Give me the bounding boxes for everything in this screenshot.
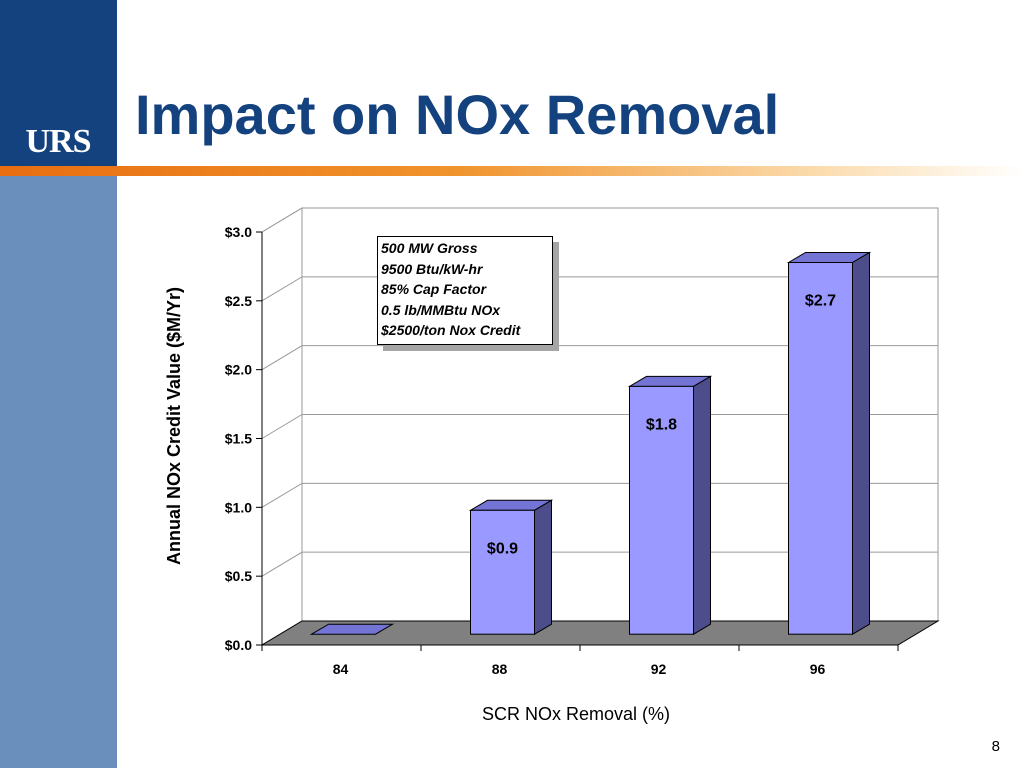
y-axis-title: Annual NOx Credit Value ($M/Yr) [164, 287, 184, 565]
y-tick-label: $0.0 [225, 637, 252, 653]
bar-front-face [788, 262, 853, 635]
data-label: $0.9 [487, 540, 518, 557]
bar [627, 375, 713, 636]
bar-front-face [629, 385, 694, 635]
chart-gridlines [261, 207, 938, 577]
bar-side-face [534, 499, 552, 636]
gridline [261, 345, 938, 371]
gridline [261, 414, 938, 439]
data-labels: $0.9 $1.8 $2.7 [487, 293, 836, 558]
slide-title: Impact on NOx Removal [135, 83, 780, 146]
gridline [261, 551, 938, 577]
x-axis-title: SCR NOx Removal (%) [482, 704, 670, 724]
bar-top-face [309, 623, 395, 635]
title-underline-rule [0, 166, 1024, 176]
bar-side-face [852, 251, 870, 636]
assumption-line: 85% Cap Factor [381, 281, 487, 297]
bar [309, 623, 395, 635]
y-tick-label: $1.0 [225, 499, 252, 515]
sidebar-bottom-band [0, 176, 117, 768]
gridline [261, 276, 938, 302]
gridline [261, 482, 938, 508]
bar-side-face [693, 375, 711, 636]
data-label: $1.8 [646, 416, 677, 433]
y-tick-label: $2.5 [225, 293, 252, 309]
x-tick-label: 88 [492, 661, 508, 677]
data-label: $2.7 [805, 293, 836, 310]
bar [786, 251, 872, 636]
sidebar-top-band [0, 0, 117, 168]
gridline [261, 207, 938, 233]
x-tick-label: 96 [810, 661, 826, 677]
x-axis-ticks: 84 88 92 96 [261, 644, 899, 677]
assumptions-box: 500 MW Gross 9500 Btu/kW-hr 85% Cap Factor… [377, 236, 553, 345]
assumption-line: 500 MW Gross [381, 240, 478, 256]
urs-logo: URS [25, 123, 91, 160]
x-tick-label: 84 [333, 661, 349, 677]
bar-front-face [470, 509, 535, 635]
chart-bars [309, 251, 872, 636]
x-tick-label: 92 [651, 661, 667, 677]
y-tick-label: $1.5 [225, 431, 252, 447]
y-tick-label: $2.0 [225, 362, 252, 378]
assumption-line: 9500 Btu/kW-hr [381, 260, 483, 277]
bar [468, 499, 554, 636]
assumption-line: $2500/ton Nox Credit [381, 322, 521, 338]
page-number: 8 [991, 738, 1000, 755]
y-axis-ticks: $0.0 $0.5 $1.0 $1.5 $2.0 $2.5 $3.0 [225, 224, 263, 653]
y-tick-label: $3.0 [225, 224, 252, 240]
assumption-line: 0.5 lb/MMBtu NOx [381, 301, 501, 318]
y-tick-label: $0.5 [225, 568, 252, 584]
